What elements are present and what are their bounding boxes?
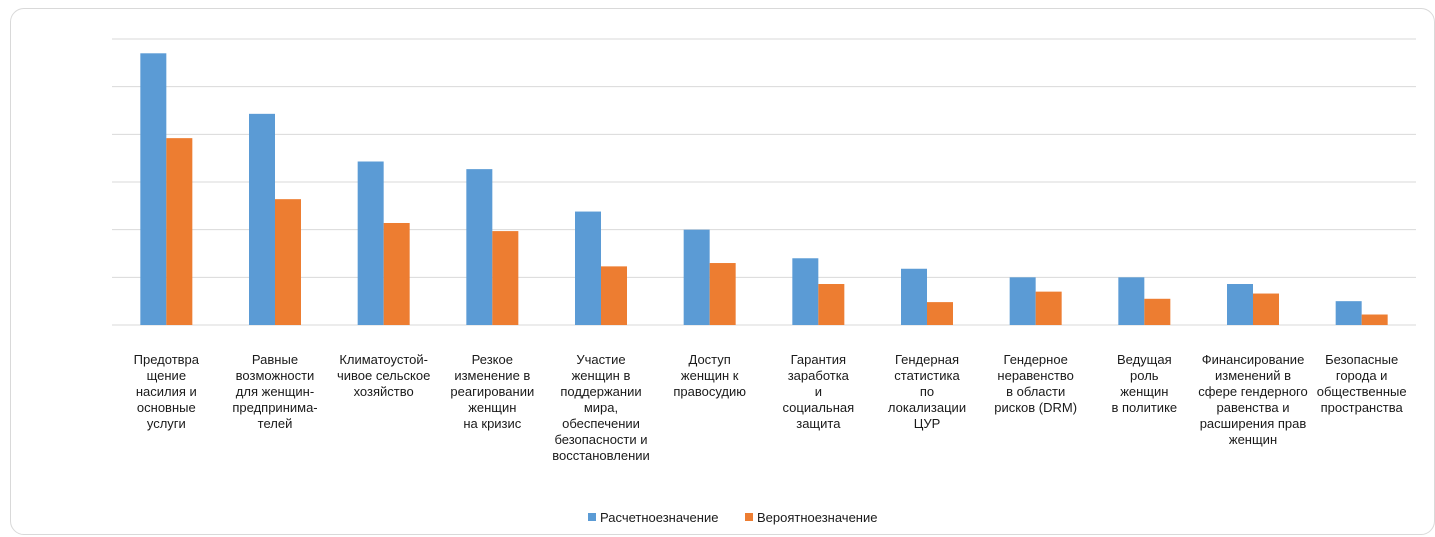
category-label-0: Предотвра щение насилия и основные услуги	[134, 352, 200, 431]
bar-series2-11	[1361, 314, 1388, 325]
category-label-7: Гендерная статистика по локализации ЦУР	[888, 352, 966, 431]
legend-swatch-1	[588, 513, 596, 521]
category-label-1: Равные возможности для женщин-предпринима-…	[232, 352, 317, 431]
bar-series2-8	[1035, 291, 1062, 325]
bar-series2-2	[383, 222, 410, 325]
bar-series1-7	[901, 268, 927, 325]
category-label-3: Резкое изменение в реагировании женщин на кр…	[450, 352, 534, 431]
legend-label-2: Вероятноезначение	[757, 510, 877, 525]
bar-series1-5	[683, 229, 710, 325]
bar-series1-2	[357, 161, 384, 325]
bar-series2-5	[709, 263, 736, 325]
category-label-5: Доступ женщин к правосудию	[673, 352, 746, 399]
bar-series1-1	[249, 113, 275, 325]
legend-swatch-2	[745, 513, 753, 521]
bar-series2-0	[166, 138, 193, 325]
bar-series2-1	[275, 199, 301, 325]
category-label-2: Климатоустой-чивое сельское хозяйство	[337, 352, 430, 399]
category-label-6: Гарантия заработка и социальная защита	[783, 352, 855, 431]
category-label-10: Финансирование изменений в сфере гендерног…	[1198, 352, 1308, 447]
bar-series1-6	[792, 258, 819, 325]
bar-series1-9	[1118, 277, 1145, 325]
legend-label-1: Расчетноезначение	[600, 510, 718, 525]
bar-series2-9	[1144, 298, 1171, 325]
bar-series2-6	[818, 284, 845, 325]
bar-series1-3	[466, 169, 493, 325]
category-label-11: Безопасные города и общественные пространст…	[1317, 352, 1407, 415]
category-label-4: Участие женщин в поддержании мира, обеспечен…	[552, 352, 650, 463]
category-label-8: Гендерное неравенство в области рисков (DRM…	[994, 352, 1077, 415]
bar-series2-3	[492, 231, 519, 325]
bar-series2-7	[927, 302, 953, 325]
bar-series2-10	[1253, 293, 1279, 325]
bar-series1-10	[1227, 284, 1253, 325]
bar-series1-11	[1335, 301, 1362, 325]
bar-series2-4	[601, 266, 627, 325]
bar-series1-8	[1009, 277, 1036, 325]
bar-series1-4	[575, 211, 601, 325]
category-label-9: Ведущая роль женщин в политике	[1112, 352, 1178, 415]
bar-series1-0	[140, 53, 167, 326]
